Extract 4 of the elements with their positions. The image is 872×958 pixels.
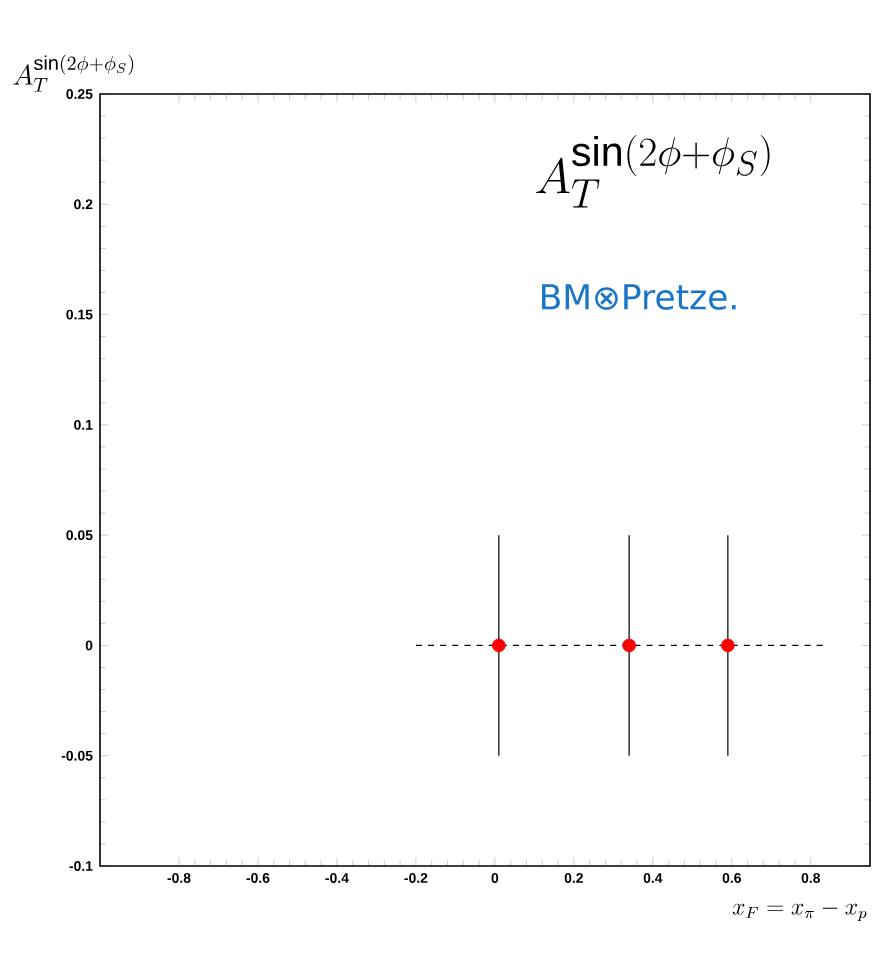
x-axis-title: $x_F = x_\pi - x_p$ xyxy=(732,903,867,922)
y-axis-title: $A_T^{\sin(2\phi+\phi_S)}$ xyxy=(13,54,134,92)
annotation: BM⊗Pretze. xyxy=(542,284,736,310)
annotation: $A_T^{\sin(2\phi+\phi_S)}$ xyxy=(536,134,770,208)
